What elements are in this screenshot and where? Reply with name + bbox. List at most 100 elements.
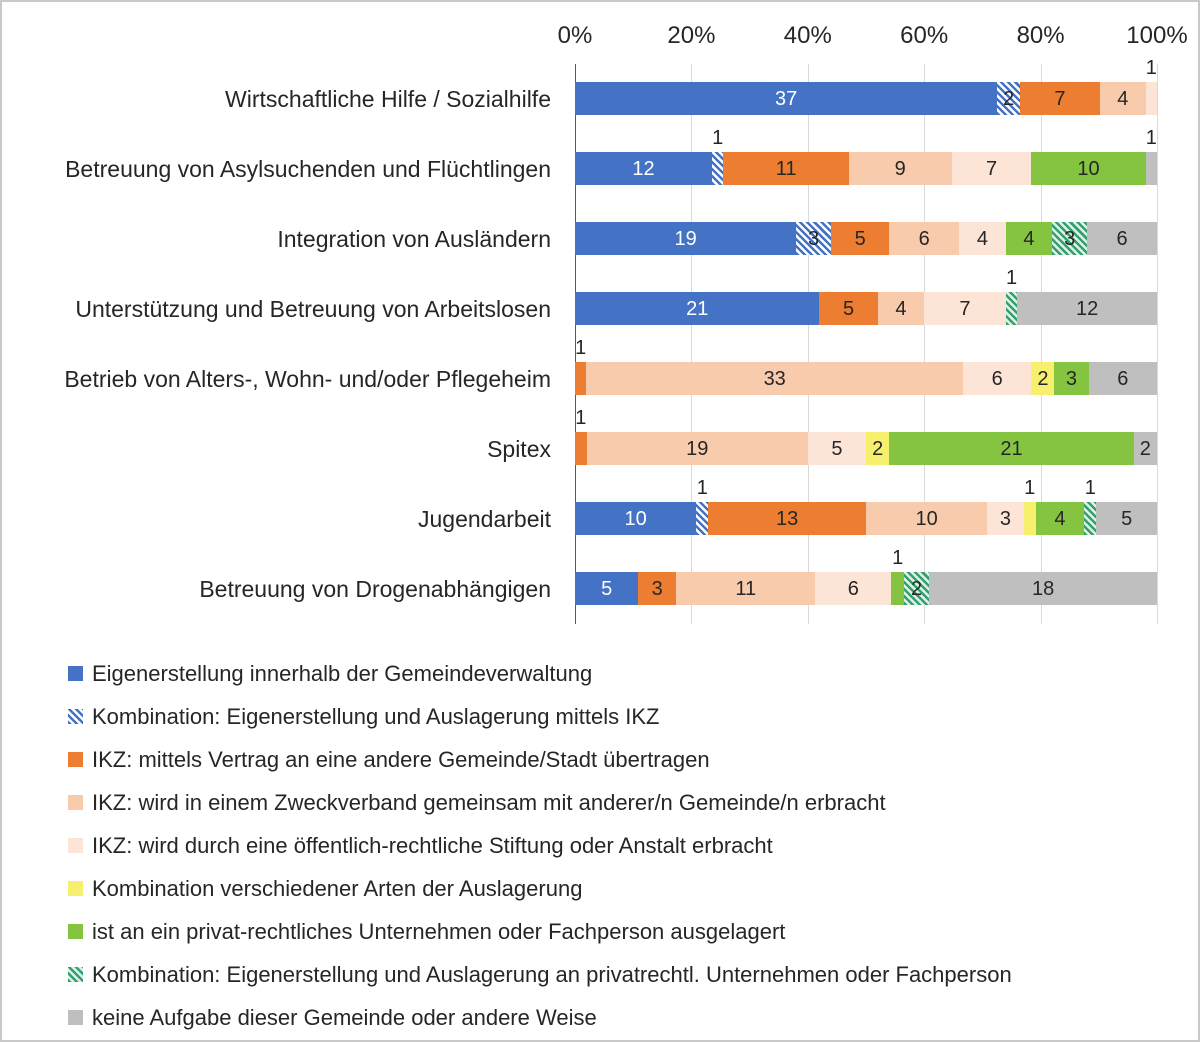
data-label: 1 <box>1145 127 1157 149</box>
x-tick-label: 20% <box>667 22 716 49</box>
x-tick-label: 100% <box>1126 22 1188 49</box>
data-label: 13 <box>776 507 799 530</box>
bar-segment: 2 <box>1031 362 1055 395</box>
data-label: 6 <box>918 227 930 250</box>
legend-item: ist an ein privat-rechtliches Unternehme… <box>68 910 1012 953</box>
data-label: 1 <box>1005 267 1018 289</box>
data-label: 4 <box>1023 227 1035 250</box>
bar-segment: 2 <box>866 432 890 465</box>
bar-segment: 10 <box>575 502 697 535</box>
data-label: 6 <box>847 577 859 600</box>
bar-segment: 10 <box>866 502 988 535</box>
legend-swatch <box>68 924 83 939</box>
data-label: 1 <box>575 337 587 359</box>
data-label: 18 <box>1031 577 1055 600</box>
data-label: 11 <box>775 157 797 180</box>
data-label: 3 <box>808 227 820 250</box>
bar-segment <box>1145 82 1157 115</box>
bar-row: 5 3 11 6 1 2 18 <box>575 548 1157 624</box>
category-label: Unterstützung und Betreuung von Arbeitsl… <box>75 295 551 322</box>
legend-swatch <box>68 838 83 853</box>
bar-row: 19 3 5 6 4 4 3 6 <box>575 204 1157 274</box>
data-label: 1 <box>1084 477 1096 499</box>
bar-segment: 7 <box>1020 82 1100 115</box>
bar-row: 1 19 5 2 21 2 <box>575 408 1157 484</box>
x-axis: 0% 20% 40% 60% 80% 100% <box>558 22 1188 56</box>
legend-label: Kombination: Eigenerstellung und Auslage… <box>92 961 1012 987</box>
bar-segment: 7 <box>924 292 1006 325</box>
legend-label: Kombination verschiedener Arten der Ausl… <box>92 875 583 901</box>
data-label: 6 <box>991 367 1003 390</box>
legend-item: IKZ: wird durch eine öffentlich-rechtlic… <box>68 824 1012 867</box>
category-label: Jugendarbeit <box>418 505 551 532</box>
category-label: Betreuung von Asylsuchenden und Flüchtli… <box>65 155 551 182</box>
legend-swatch <box>68 881 83 896</box>
category-label: Betreuung von Drogenabhängigen <box>199 575 551 602</box>
data-label: 3 <box>1064 227 1076 250</box>
bar-segment <box>696 502 709 535</box>
data-label: 33 <box>763 367 786 390</box>
bar-segment: 18 <box>929 572 1157 605</box>
bar-segment: 6 <box>1088 362 1157 395</box>
data-label: 3 <box>999 507 1011 530</box>
legend-label: IKZ: wird in einem Zweckverband gemeinsa… <box>92 789 886 815</box>
data-label: 3 <box>651 577 663 600</box>
data-label: 2 <box>1037 367 1049 390</box>
gridline <box>1040 64 1042 624</box>
data-label: 2 <box>1139 437 1151 460</box>
bar-segment: 21 <box>889 432 1134 465</box>
legend-item: Eigenerstellung innerhalb der Gemeindeve… <box>68 652 1012 695</box>
bar-segment <box>1023 502 1036 535</box>
bar-segment <box>575 432 587 465</box>
bar-segment: 3 <box>1054 362 1089 395</box>
legend-item: Kombination verschiedener Arten der Ausl… <box>68 867 1012 910</box>
bar-row: 10 1 13 10 3 1 4 1 5 <box>575 478 1157 554</box>
gridline <box>807 64 809 624</box>
legend-label: Eigenerstellung innerhalb der Gemeindeve… <box>92 660 593 686</box>
x-tick-label: 0% <box>557 22 593 49</box>
x-tick-label: 40% <box>783 22 832 49</box>
bar-segment: 7 <box>951 152 1032 185</box>
plot-area: 37 2 7 4 1 12 1 11 9 7 10 1 19 3 5 6 4 4 3 6 21 5 4 7 1 12 1 33 6 2 3 6… <box>575 58 1158 624</box>
bar-segment: 10 <box>1031 152 1146 185</box>
data-label: 5 <box>854 227 866 250</box>
bar-segment: 3 <box>1052 222 1088 255</box>
x-tick-label: 80% <box>1016 22 1065 49</box>
legend-label: Kombination: Eigenerstellung und Auslage… <box>92 703 660 729</box>
bar-segment: 33 <box>586 362 963 395</box>
bar-segment: 4 <box>1099 82 1146 115</box>
legend-swatch <box>68 752 83 767</box>
data-label: 4 <box>1117 87 1129 110</box>
data-label: 5 <box>831 437 843 460</box>
bar-segment: 3 <box>796 222 832 255</box>
legend-item: keine Aufgabe dieser Gemeinde oder ander… <box>68 996 1012 1039</box>
bar-segment: 11 <box>723 152 849 185</box>
data-label: 2 <box>911 577 923 600</box>
bar-segment: 19 <box>575 222 797 255</box>
legend-swatch <box>68 666 83 681</box>
data-label: 6 <box>1116 227 1128 250</box>
category-label: Spitex <box>487 435 551 462</box>
category-label: Betrieb von Alters-, Wohn- und/oder Pfle… <box>64 365 551 392</box>
legend-swatch <box>68 795 83 810</box>
legend-label: keine Aufgabe dieser Gemeinde oder ander… <box>92 1004 597 1030</box>
bar-segment: 4 <box>1035 502 1085 535</box>
data-label: 37 <box>774 87 798 110</box>
data-label: 4 <box>895 297 907 320</box>
data-label: 2 <box>872 437 884 460</box>
bar-row: 21 5 4 7 1 12 <box>575 268 1157 344</box>
bar-segment: 37 <box>575 82 998 115</box>
bar-segment: 13 <box>708 502 866 535</box>
bar-segment: 6 <box>1087 222 1157 255</box>
bar-segment: 12 <box>1017 292 1157 325</box>
data-label: 7 <box>1054 87 1066 110</box>
bar-segment: 5 <box>831 222 890 255</box>
data-label: 19 <box>674 227 697 250</box>
data-label: 6 <box>1117 367 1129 390</box>
bar-segment: 6 <box>963 362 1032 395</box>
data-label: 10 <box>1077 157 1100 180</box>
data-label: 7 <box>959 297 971 320</box>
bar-segment: 5 <box>1096 502 1157 535</box>
legend-swatch <box>68 1010 83 1025</box>
